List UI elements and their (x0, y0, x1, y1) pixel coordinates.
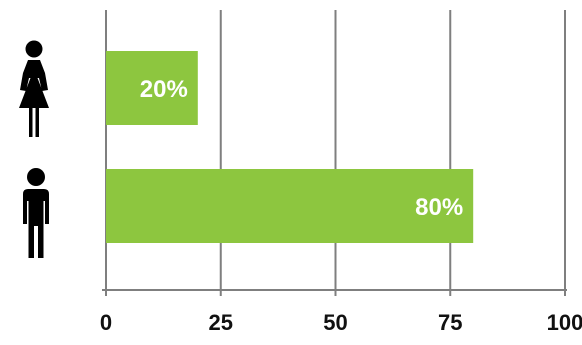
x-tick-label-100: 100 (547, 310, 582, 335)
category-icons (19, 40, 49, 258)
data-label-male: 80% (415, 194, 463, 221)
bars: 20% 80% (106, 51, 474, 243)
female-figure-icon (19, 40, 49, 137)
male-figure-icon (23, 168, 49, 258)
grid-lines (105, 10, 566, 290)
bar-male (106, 169, 474, 243)
bar-female (106, 51, 198, 125)
x-tick-label-0: 0 (100, 310, 112, 335)
x-axis: 0 25 50 75 100 (100, 289, 582, 335)
x-tick-label-75: 75 (438, 310, 462, 335)
data-label-female: 20% (140, 76, 188, 103)
x-tick-label-50: 50 (323, 310, 347, 335)
x-tick-label-25: 25 (209, 310, 233, 335)
